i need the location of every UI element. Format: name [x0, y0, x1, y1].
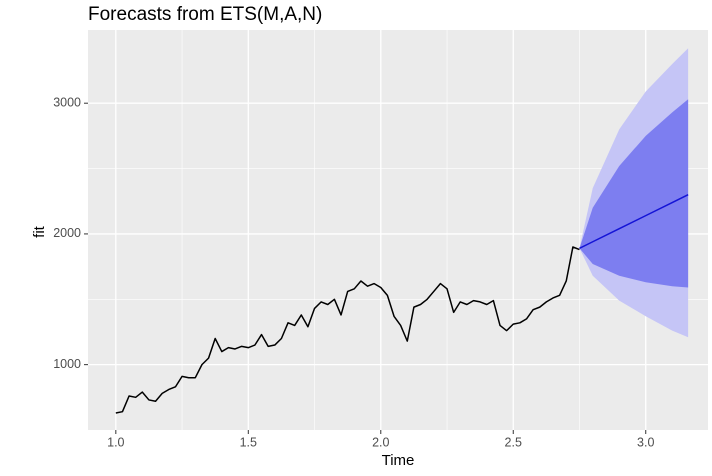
x-tick-label: 1.0 [107, 435, 124, 449]
y-tick-label: 2000 [53, 226, 81, 240]
x-tick-label: 2.5 [505, 435, 522, 449]
x-tick-label: 3.0 [637, 435, 654, 449]
y-axis-title: fit [31, 225, 48, 238]
y-tick-label: 1000 [53, 357, 81, 371]
series-line [115, 246, 580, 414]
x-tick-label: 1.5 [240, 435, 257, 449]
prediction-interval [579, 99, 689, 288]
y-tick-label: 3000 [53, 95, 81, 109]
x-axis-title: Time [382, 452, 415, 469]
chart-title: Forecasts from ETS(M,A,N) [88, 4, 322, 25]
x-tick-label: 2.0 [372, 435, 389, 449]
series-line [579, 194, 689, 249]
